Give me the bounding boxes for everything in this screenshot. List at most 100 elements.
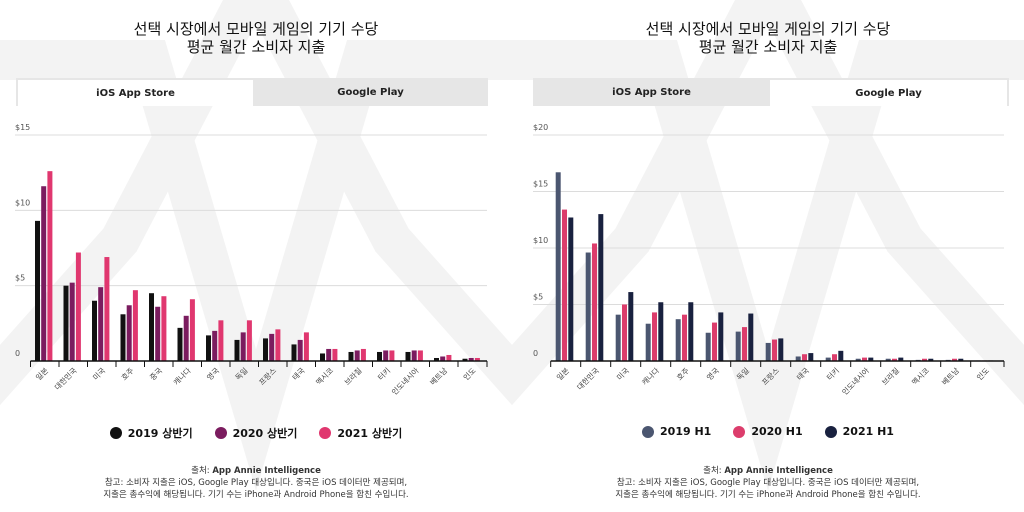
bar (183, 315, 189, 361)
bar (832, 354, 837, 361)
note-line: 참고: 소비자 지출은 iOS, Google Play 대상입니다. 중국은 … (104, 478, 408, 488)
bar (132, 290, 138, 361)
bar (898, 357, 904, 361)
bar (838, 350, 844, 361)
bar (275, 329, 281, 361)
bar (705, 332, 711, 361)
tab-google-play[interactable]: Google Play (253, 78, 488, 106)
bar (98, 287, 104, 361)
bar (263, 338, 268, 361)
bar (808, 353, 814, 361)
bar (772, 339, 777, 361)
x-tick-label: 중국 (148, 366, 164, 382)
bar (69, 282, 75, 361)
bar (748, 313, 754, 361)
x-tick-label: 호주 (120, 366, 136, 382)
bar (326, 348, 332, 361)
bar (825, 357, 831, 361)
bar (765, 342, 771, 361)
legend-item: 2019 상반기 (109, 425, 193, 441)
bar (555, 172, 561, 361)
legend-label: 2019 H1 (660, 425, 712, 438)
note-line: 지출은 총수익에 해당됩니다. 기기 수는 iPhone과 Android Ph… (103, 490, 409, 500)
bar (47, 171, 53, 361)
y-tick-label: $15 (15, 123, 30, 132)
store-tabs: iOS App Store Google Play (16, 78, 488, 106)
bar (75, 252, 81, 361)
bar (440, 356, 446, 361)
bar (377, 351, 382, 361)
bar (360, 348, 366, 361)
tab-ios-app-store[interactable]: iOS App Store (16, 78, 253, 106)
bar (718, 312, 724, 361)
bar (104, 257, 110, 361)
bar (778, 338, 784, 361)
tab-ios-app-store[interactable]: iOS App Store (533, 78, 770, 106)
bar (218, 320, 224, 361)
bar (742, 327, 747, 361)
bar (405, 351, 411, 361)
watermark-logo (512, 0, 1024, 491)
legend: 2019 H1 2020 H1 2021 H1 (512, 425, 1024, 438)
x-tick-label: 브라질 (343, 366, 364, 387)
x-tick-label: 미국 (615, 366, 631, 382)
x-tick-label: 프랑스 (760, 366, 781, 387)
x-tick-label: 인도 (974, 365, 991, 382)
x-tick-label: 멕시코 (909, 365, 931, 387)
source-label: 출처: (703, 466, 725, 476)
x-tick-label: 태국 (795, 366, 811, 382)
bar (688, 302, 694, 361)
x-tick-label: 터키 (825, 366, 841, 382)
tab-google-play[interactable]: Google Play (770, 78, 1009, 106)
legend-label: 2020 상반기 (232, 427, 298, 440)
bar (161, 296, 167, 361)
bar (434, 357, 439, 361)
bar (628, 292, 634, 361)
source-value: App Annie Intelligence (212, 466, 321, 476)
x-tick-label: 미국 (91, 366, 107, 382)
bar (958, 358, 964, 361)
bar (291, 344, 297, 361)
bar (320, 353, 325, 361)
note-line: 지출은 총수익에 해당됩니다. 기기 수는 iPhone과 Android Ph… (615, 490, 921, 500)
bar (41, 186, 47, 361)
legend-item: 2021 상반기 (319, 425, 402, 441)
chart-title: 선택 시장에서 모바일 게임의 기기 수당 평균 월간 소비자 지출 (133, 20, 379, 56)
x-tick-label: 일본 (555, 366, 571, 382)
source-value: App Annie Intelligence (724, 466, 833, 476)
y-tick-label: $5 (533, 293, 543, 302)
bar (120, 314, 126, 361)
ios-panel: 선택 시장에서 모바일 게임의 기기 수당 평균 월간 소비자 지출 iOS Ap… (0, 0, 512, 501)
bar (598, 214, 604, 361)
footnote: 출처: App Annie Intelligence 참고: 소비자 지출은 i… (0, 465, 512, 501)
bar (802, 354, 807, 361)
source-label: 출처: (191, 466, 213, 476)
bar (592, 243, 597, 361)
bar (645, 323, 651, 361)
legend-label: 2019 상반기 (127, 427, 193, 440)
x-tick-label: 대한민국 (52, 365, 79, 392)
bar (468, 357, 474, 361)
bar (155, 306, 161, 361)
legend-dot-icon (109, 427, 122, 439)
x-tick-label: 대한민국 (575, 365, 602, 392)
y-tick-label: 0 (15, 349, 20, 358)
bar (234, 339, 240, 361)
bar-chart-ios: 0 $5 $10 $15 일본 대한민국 미국 호주 중국 캐나다 영국 독일 프랑스 태국 멕시코 브라질 터… (15, 123, 488, 397)
legend-label: 2020 H1 (751, 425, 803, 438)
legend-label: 2021 H1 (842, 425, 894, 438)
x-tick-label: 터키 (376, 366, 392, 382)
bar (126, 305, 132, 361)
bar-chart-google-play: 0 $5 $10 $15 $20 일본 대한민국 미국 캐나다 호주 영국 독일 프랑스 태국 터키 인도네시… (533, 123, 1005, 397)
bar (303, 332, 309, 361)
x-tick-label: 멕시코 (313, 365, 335, 387)
bar (928, 358, 934, 361)
bar (675, 319, 681, 361)
legend-label: 2021 상반기 (337, 427, 403, 440)
legend-dot-icon (642, 425, 655, 438)
x-tick-label: 프랑스 (257, 366, 278, 387)
x-tick-label: 일본 (34, 366, 50, 382)
bar (892, 358, 897, 361)
bar (682, 314, 687, 361)
x-tick-label: 독일 (234, 366, 250, 382)
